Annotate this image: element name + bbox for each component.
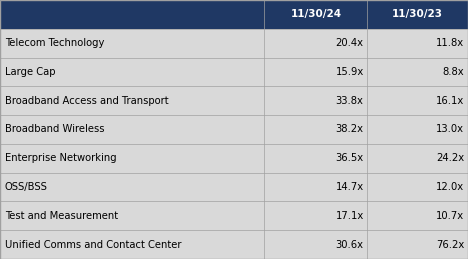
Text: 13.0x: 13.0x — [436, 125, 464, 134]
Text: Unified Comms and Contact Center: Unified Comms and Contact Center — [5, 240, 181, 250]
Bar — [367, 0, 468, 29]
Text: 17.1x: 17.1x — [336, 211, 364, 221]
Bar — [264, 57, 367, 86]
Text: 12.0x: 12.0x — [436, 182, 464, 192]
Text: 38.2x: 38.2x — [336, 125, 364, 134]
Text: 10.7x: 10.7x — [436, 211, 464, 221]
Bar — [367, 202, 468, 230]
Bar — [0, 230, 264, 259]
Bar — [0, 202, 264, 230]
Bar — [367, 144, 468, 173]
Bar — [0, 29, 264, 57]
Bar — [0, 173, 264, 202]
Text: OSS/BSS: OSS/BSS — [5, 182, 48, 192]
Text: 76.2x: 76.2x — [436, 240, 464, 250]
Bar — [264, 115, 367, 144]
Text: Broadband Wireless: Broadband Wireless — [5, 125, 104, 134]
Text: 14.7x: 14.7x — [336, 182, 364, 192]
Text: 15.9x: 15.9x — [336, 67, 364, 77]
Text: Enterprise Networking: Enterprise Networking — [5, 153, 117, 163]
Bar — [367, 86, 468, 115]
Text: 30.6x: 30.6x — [336, 240, 364, 250]
Bar — [264, 173, 367, 202]
Bar — [0, 144, 264, 173]
Text: 33.8x: 33.8x — [336, 96, 364, 106]
Text: 8.8x: 8.8x — [443, 67, 464, 77]
Bar — [367, 115, 468, 144]
Bar — [367, 29, 468, 57]
Bar — [264, 144, 367, 173]
Text: Large Cap: Large Cap — [5, 67, 55, 77]
Bar — [367, 173, 468, 202]
Text: Test and Measurement: Test and Measurement — [5, 211, 118, 221]
Text: 11/30/23: 11/30/23 — [392, 9, 443, 19]
Bar — [264, 86, 367, 115]
Text: 20.4x: 20.4x — [336, 38, 364, 48]
Bar — [367, 57, 468, 86]
Text: 11.8x: 11.8x — [436, 38, 464, 48]
Text: 24.2x: 24.2x — [436, 153, 464, 163]
Bar — [0, 0, 264, 29]
Text: 16.1x: 16.1x — [436, 96, 464, 106]
Bar — [264, 202, 367, 230]
Text: Broadband Access and Transport: Broadband Access and Transport — [5, 96, 168, 106]
Bar — [264, 29, 367, 57]
Bar — [367, 230, 468, 259]
Text: 36.5x: 36.5x — [336, 153, 364, 163]
Bar — [264, 0, 367, 29]
Bar — [0, 115, 264, 144]
Bar — [0, 57, 264, 86]
Bar — [264, 230, 367, 259]
Text: 11/30/24: 11/30/24 — [290, 9, 342, 19]
Text: Telecom Technology: Telecom Technology — [5, 38, 104, 48]
Bar — [0, 86, 264, 115]
